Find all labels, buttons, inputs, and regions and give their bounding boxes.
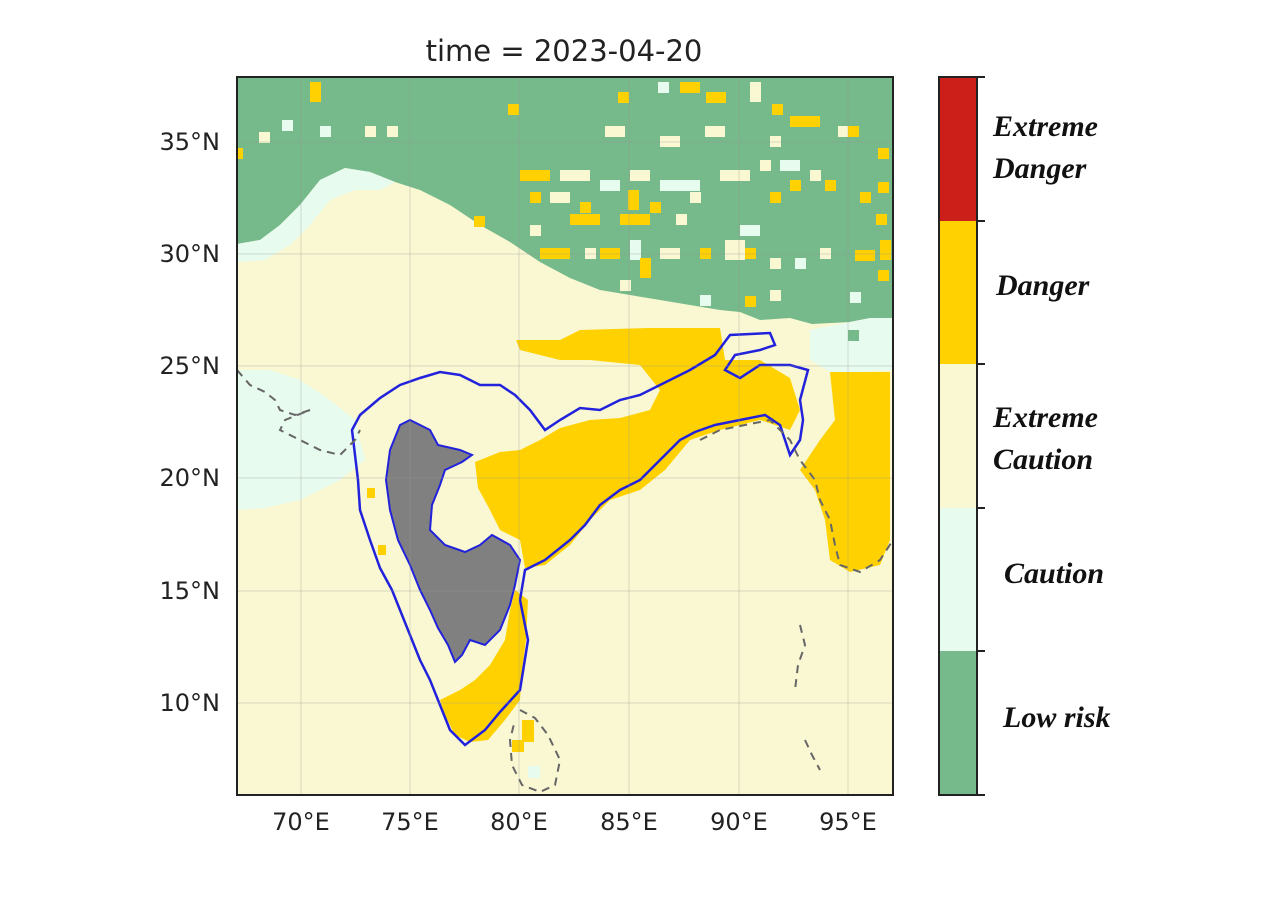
caution-band-north <box>237 168 395 262</box>
legend-label-line: Danger <box>995 269 1090 302</box>
danger-cell-srilanka-1 <box>522 720 534 742</box>
risk-legend-colorbar: Extreme Danger Danger Extreme Caution Ca… <box>938 76 1111 796</box>
map-frame <box>236 76 894 796</box>
y-axis-ticks: 35°N 30°N 25°N 20°N 15°N 10°N <box>160 128 221 717</box>
caution-region-east <box>810 318 893 372</box>
legend-label-danger: Danger <box>995 269 1090 302</box>
y-tick-label: 25°N <box>160 352 221 380</box>
map-plot-area <box>237 77 893 795</box>
legend-label-line: Caution <box>993 443 1093 476</box>
x-tick-label: 80°E <box>490 808 548 836</box>
legend-swatch-caution <box>939 508 977 651</box>
y-tick-label: 15°N <box>160 577 221 605</box>
legend-label-caution: Caution <box>1004 557 1104 590</box>
danger-cell-srilanka-2 <box>512 740 524 752</box>
legend-swatch-extreme-danger <box>939 77 977 221</box>
danger-region-gangetic <box>475 328 800 568</box>
x-tick-label: 90°E <box>710 808 768 836</box>
caution-cell-srilanka <box>528 766 540 778</box>
danger-cell-west-1 <box>367 488 375 498</box>
legend-label-low-risk: Low risk <box>1002 701 1111 734</box>
map-title: time = 2023-04-20 <box>426 34 703 68</box>
legend-label-line: Danger <box>992 152 1087 185</box>
legend-frame <box>938 76 978 796</box>
legend-label-extreme-caution: Extreme Caution <box>992 401 1106 476</box>
legend-swatch-danger <box>939 221 977 364</box>
legend-label-line: Caution <box>1004 557 1104 590</box>
x-tick-label: 95°E <box>819 808 877 836</box>
legend-label-line: Extreme <box>992 401 1098 434</box>
legend-label-extreme-danger: Extreme Danger <box>992 110 1106 185</box>
x-tick-label: 85°E <box>600 808 658 836</box>
legend-swatch-extreme-caution <box>939 364 977 508</box>
y-tick-label: 35°N <box>160 128 221 156</box>
x-tick-label: 75°E <box>381 808 439 836</box>
legend-label-line: Extreme <box>992 110 1098 143</box>
highlighted-region-outline <box>350 331 810 747</box>
x-axis-ticks: 70°E 75°E 80°E 85°E 90°E 95°E <box>272 808 877 836</box>
caution-region-west <box>237 370 365 510</box>
scattered-cells-north <box>237 82 891 341</box>
legend-label-line: Low risk <box>1002 701 1111 734</box>
legend-swatch-low-risk <box>939 651 977 795</box>
y-tick-label: 30°N <box>160 240 221 268</box>
y-tick-label: 10°N <box>160 689 221 717</box>
dashed-coastlines <box>237 369 893 794</box>
danger-cell-west-2 <box>378 545 386 555</box>
danger-region-east <box>800 372 890 572</box>
y-tick-label: 20°N <box>160 464 221 492</box>
masked-region <box>384 418 522 664</box>
x-tick-label: 70°E <box>272 808 330 836</box>
map-gridlines <box>237 77 893 795</box>
